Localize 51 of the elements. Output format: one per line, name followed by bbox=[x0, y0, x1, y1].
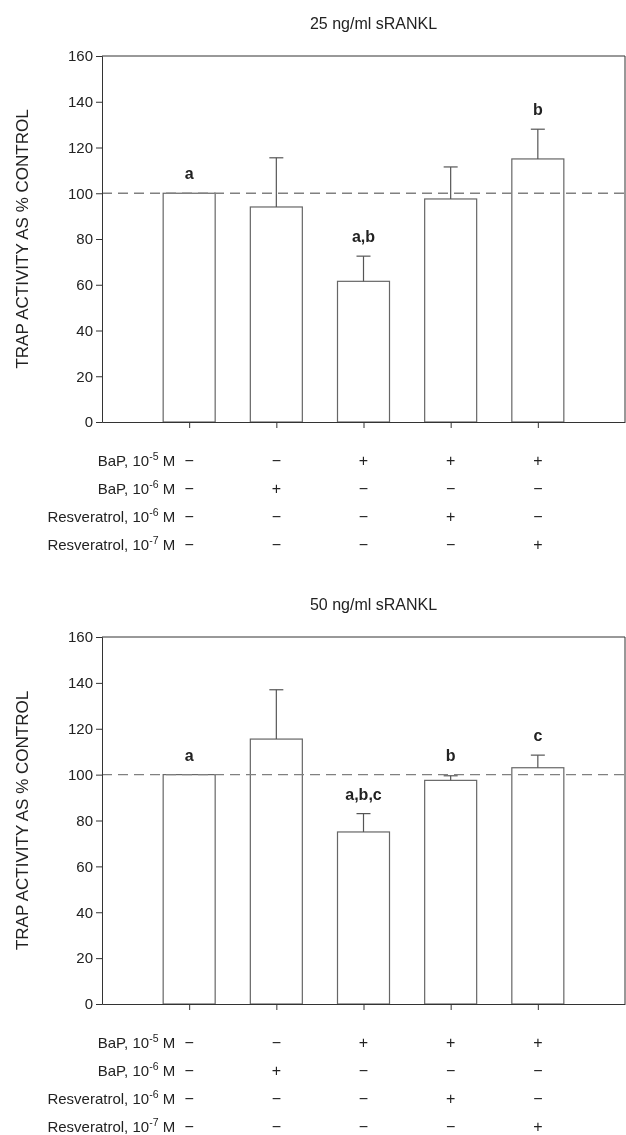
y-tick-label: 140 bbox=[67, 93, 93, 111]
x-tick-label: + − − + bbox=[533, 1034, 543, 1135]
bar bbox=[162, 774, 216, 1005]
bar bbox=[511, 158, 565, 423]
bar bbox=[162, 192, 216, 423]
y-tick-label: 120 bbox=[67, 138, 93, 156]
y-tick-label: 100 bbox=[67, 765, 93, 783]
y-tick-label: 140 bbox=[67, 674, 93, 692]
chart-title: 25 ng/ml sRANKL bbox=[309, 15, 438, 32]
bar bbox=[424, 198, 478, 423]
y-tick-label: 80 bbox=[76, 230, 93, 248]
y-tick-label: 120 bbox=[67, 720, 93, 738]
annotation: a bbox=[184, 165, 194, 183]
annotation: a,b bbox=[351, 228, 376, 246]
text: BaP, 10$^{-5}$ M BaP, 10$^{-6}$ M Resveratrol, 10$^{-6}$ M Resveratrol, 10$^{-7}$ M bbox=[47, 450, 176, 553]
y-tick-label: 40 bbox=[76, 321, 93, 339]
x-tick-label: + − + − bbox=[445, 1034, 456, 1135]
x-tick-label: − + − − bbox=[271, 452, 282, 553]
y-tick-label: 0 bbox=[84, 413, 93, 431]
y-tick-label: 20 bbox=[76, 949, 93, 967]
y-tick-label: 160 bbox=[67, 628, 93, 646]
annotation: b bbox=[445, 746, 456, 764]
y-tick-label: 20 bbox=[76, 367, 93, 385]
y-axis-title: TRAP ACTIVITY AS % CONTROL bbox=[13, 109, 32, 369]
annotation: a,b,c bbox=[345, 785, 382, 803]
x-tick-label: − − − − bbox=[184, 1034, 194, 1135]
y-tick-label: 100 bbox=[67, 184, 93, 202]
y-tick-label: 80 bbox=[76, 811, 93, 829]
y-tick-label: 160 bbox=[67, 47, 93, 65]
y-tick-label: 60 bbox=[76, 857, 93, 875]
bar bbox=[424, 779, 478, 1005]
y-tick-label: 40 bbox=[76, 903, 93, 921]
x-tick-label: + − − + bbox=[533, 452, 543, 553]
bar bbox=[249, 206, 303, 423]
y-tick-label: 0 bbox=[84, 995, 93, 1013]
chart-title: 50 ng/ml sRANKL bbox=[309, 596, 438, 613]
x-tick-label: + − − − bbox=[358, 1034, 369, 1135]
bar bbox=[336, 280, 391, 423]
y-axis-title: TRAP ACTIVITY AS % CONTROL bbox=[13, 690, 32, 951]
bar bbox=[249, 738, 303, 1005]
x-tick-label: + − + − bbox=[445, 452, 456, 553]
annotation: c bbox=[533, 727, 543, 745]
annotation: b bbox=[532, 101, 543, 119]
bar bbox=[336, 831, 391, 1005]
annotation: a bbox=[184, 746, 194, 764]
bar bbox=[511, 767, 565, 1005]
y-tick-label: 60 bbox=[76, 276, 93, 294]
x-tick-label: + − − − bbox=[358, 452, 369, 553]
x-tick-label: − + − − bbox=[271, 1034, 282, 1135]
text: BaP, 10$^{-5}$ M BaP, 10$^{-6}$ M Resveratrol, 10$^{-6}$ M Resveratrol, 10$^{-7}$ M bbox=[47, 1032, 176, 1135]
x-tick-label: − − − − bbox=[184, 452, 194, 553]
